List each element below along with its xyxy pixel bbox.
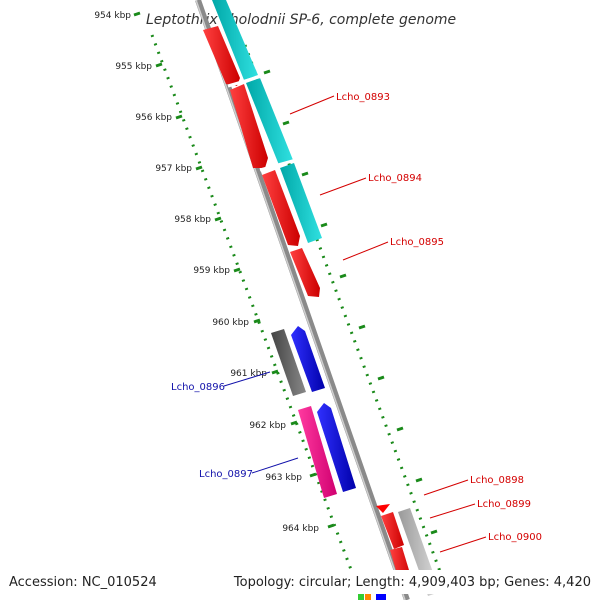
inner-strand-genes bbox=[271, 326, 356, 498]
leader-line bbox=[342, 241, 389, 261]
gene-feature bbox=[376, 504, 390, 513]
map-title: Leptothrix cholodnii SP-6, complete geno… bbox=[146, 12, 456, 28]
gene-label-lcho-0898: Lcho_0898 bbox=[470, 475, 524, 486]
cyan-genes bbox=[212, 0, 322, 243]
leader-line bbox=[289, 95, 335, 115]
gene-feature bbox=[290, 248, 320, 297]
gene-feature bbox=[271, 329, 306, 396]
gene-label-lcho-0899: Lcho_0899 bbox=[477, 499, 531, 510]
outer-major-ticks bbox=[263, 69, 438, 535]
tick-label: 956 kbp bbox=[135, 113, 172, 123]
gene-label-lcho-0893: Lcho_0893 bbox=[336, 92, 390, 103]
gene-label-lcho-0900: Lcho_0900 bbox=[488, 532, 542, 543]
gene-label-lcho-0894: Lcho_0894 bbox=[368, 173, 422, 184]
leader-line bbox=[423, 479, 469, 496]
tick-label: 962 kbp bbox=[249, 421, 286, 431]
gene-feature bbox=[291, 326, 325, 392]
tick-label: 957 kbp bbox=[155, 164, 192, 174]
inner-tick-ring bbox=[150, 34, 355, 576]
tick-label: 960 kbp bbox=[212, 318, 249, 328]
gene-label-lcho-0895: Lcho_0895 bbox=[390, 237, 444, 248]
genome-backbone bbox=[195, 0, 410, 600]
gene-labels: Lcho_0893 Lcho_0894 Lcho_0895 Lcho_0896 … bbox=[171, 92, 542, 553]
gene-feature bbox=[298, 406, 337, 498]
tick-label: 963 kbp bbox=[265, 473, 302, 483]
gene-separators bbox=[227, 74, 297, 172]
tick-label: 955 kbp bbox=[115, 62, 152, 72]
genome-summary-text: Topology: circular; Length: 4,909,403 bp… bbox=[233, 575, 591, 590]
gene-feature bbox=[203, 26, 240, 86]
leader-line bbox=[439, 536, 487, 553]
tick-label: 961 kbp bbox=[230, 369, 267, 379]
gene-feature bbox=[317, 403, 356, 492]
gene-feature bbox=[280, 163, 322, 243]
inner-major-ticks bbox=[133, 11, 335, 529]
gene-feature bbox=[212, 0, 258, 80]
gene-feature bbox=[246, 78, 293, 165]
gene-feature bbox=[262, 170, 300, 246]
footer-band bbox=[0, 570, 600, 594]
leader-line bbox=[251, 457, 299, 474]
gene-label-lcho-0896: Lcho_0896 bbox=[171, 382, 225, 393]
leader-line bbox=[429, 503, 476, 519]
tick-label: 964 kbp bbox=[282, 524, 319, 534]
tick-labels: 954 kbp 955 kbp 956 kbp 957 kbp 958 kbp … bbox=[94, 11, 319, 534]
tick-label: 954 kbp bbox=[94, 11, 131, 21]
leader-line bbox=[319, 177, 367, 196]
genome-backbone-highlight bbox=[195, 0, 406, 600]
tick-label: 958 kbp bbox=[174, 215, 211, 225]
bottom-features bbox=[358, 592, 386, 600]
gene-feature bbox=[230, 84, 268, 168]
leader-line bbox=[223, 371, 271, 387]
accession-text: Accession: NC_010524 bbox=[9, 575, 157, 590]
tick-label: 959 kbp bbox=[193, 266, 230, 276]
gene-label-lcho-0897: Lcho_0897 bbox=[199, 469, 253, 480]
gene-feature bbox=[381, 512, 404, 549]
